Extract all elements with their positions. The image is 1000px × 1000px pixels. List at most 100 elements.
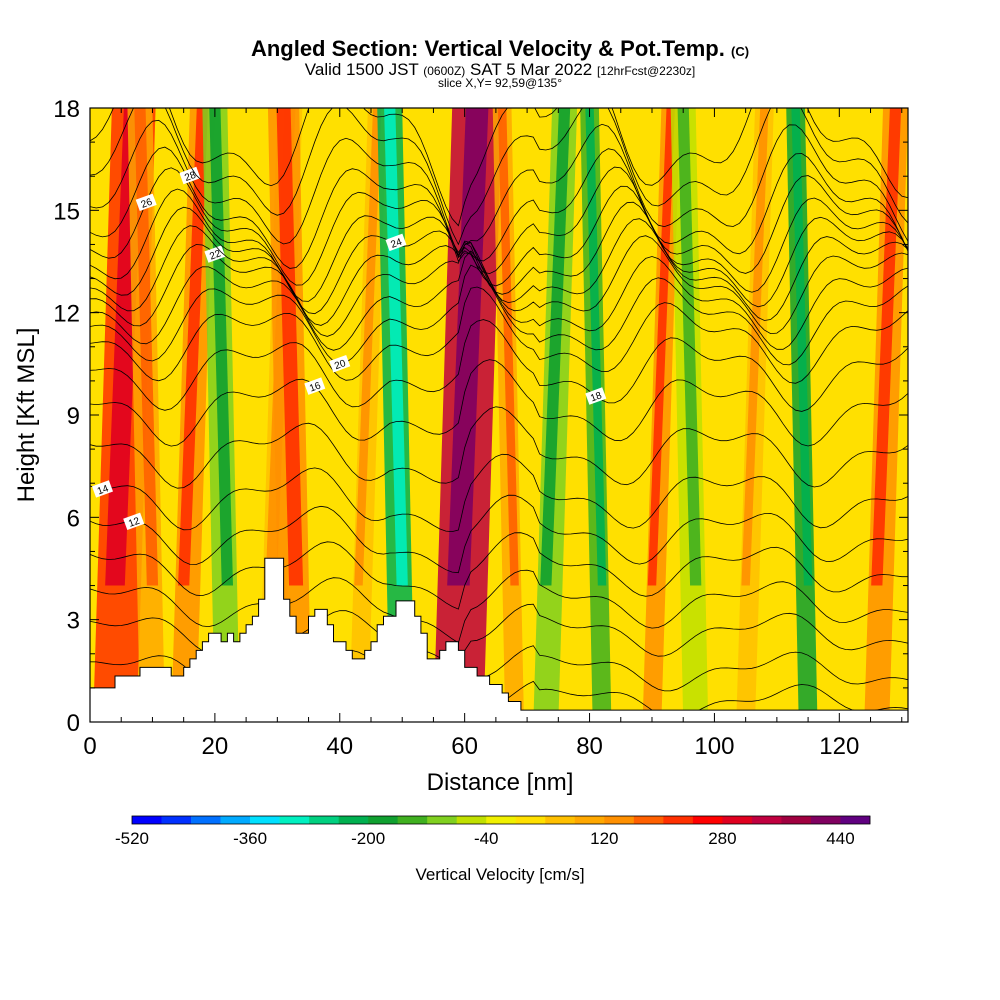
theta-label-bg [317, 64, 338, 81]
theta-label-text: 12 [127, 516, 142, 530]
colorbar-swatch [840, 816, 871, 824]
theta-contour-label: 26 [135, 193, 157, 212]
theta-contour-label: 16 [304, 377, 326, 395]
theta-label-bg [135, 193, 157, 212]
theta-label-text: 20 [333, 358, 348, 372]
theta-contour-label: 22 [204, 245, 226, 263]
x-tick-label: 20 [202, 733, 229, 760]
velocity-core [741, 108, 769, 586]
valid-zulu: (0600Z) [423, 64, 466, 78]
velocity-core [384, 108, 408, 586]
colorbar-swatch [486, 816, 517, 824]
colorbar-swatch [781, 816, 812, 824]
theta-contour-line [90, 406, 908, 489]
colorbar-swatch [574, 816, 605, 824]
colorbar-swatch [722, 816, 753, 824]
theta-contour-line [90, 146, 908, 269]
theta-contour-label: 28 [179, 166, 201, 185]
y-tick-label: 0 [67, 710, 80, 737]
theta-contour-line [90, 359, 908, 447]
colorbar-swatch [692, 816, 723, 824]
y-tick-label: 12 [53, 301, 80, 328]
colorbar-swatch [515, 816, 546, 824]
axes: 0 20 40 60 80 100 120 0 3 6 9 12 15 18 [53, 96, 908, 760]
theta-contour-label: 12 [123, 512, 145, 531]
theta-contour-line [90, 569, 908, 644]
theta-contour-line [90, 119, 908, 258]
valid-date: SAT 5 Mar 2022 [470, 60, 593, 79]
colorbar-swatch [309, 816, 339, 824]
colorbar-swatch [279, 816, 310, 824]
theta-contour-label: 24 [385, 233, 407, 252]
x-tick-label: 100 [694, 733, 734, 760]
velocity-core [447, 108, 489, 586]
velocity-core [497, 108, 519, 586]
theta-contour-label: 18 [585, 387, 607, 405]
terrain [89, 557, 909, 723]
theta-label-text: 18 [589, 390, 604, 404]
colorbar-swatch [663, 816, 694, 824]
chart-title: Angled Section: Vertical Velocity & Pot.… [0, 36, 1000, 62]
velocity-core [871, 108, 902, 586]
theta-label-bg [123, 512, 145, 531]
y-tick-label: 15 [53, 198, 80, 225]
colorbar-frame [131, 815, 871, 825]
theta-contour-line [90, 250, 908, 351]
theta-label-bg [329, 355, 351, 373]
colorbar-tick-label: -360 [233, 829, 267, 848]
theta-contour-label: 14 [91, 480, 113, 498]
colorbar-swatch [338, 816, 369, 824]
colorbar-swatch [545, 816, 576, 824]
slice-info: slice X,Y= 92,59@135° [437, 76, 563, 90]
colorbar-swatch [220, 816, 251, 824]
theta-contour-label: 20 [329, 355, 351, 373]
y-axis-label: Height [Kft MSL] [13, 328, 40, 503]
theta-label-bg [204, 245, 226, 263]
colorbar-label: Vertical Velocity [cm/s] [415, 865, 584, 884]
colorbar-swatch [191, 816, 221, 824]
y-tick-label: 9 [67, 403, 80, 430]
theta-label-text: 28 [183, 170, 198, 184]
colorbar-tick-label: 440 [826, 829, 854, 848]
theta-label-bg [304, 377, 326, 395]
colorbar-swatch [397, 816, 428, 824]
theta-contour-line [90, 166, 908, 286]
theta-label-bg [179, 166, 201, 185]
colorbar-swatch [250, 816, 280, 824]
colorbar-tick-label: 120 [590, 829, 618, 848]
x-tick-label: 40 [326, 733, 353, 760]
theta-label-bg [585, 387, 607, 405]
theta-label-text: 16 [308, 380, 323, 394]
theta-contour-line [90, 108, 908, 227]
colorbar-swatch [751, 816, 782, 824]
valid-prefix: Valid 1500 JST [304, 60, 419, 79]
y-tick-label: 18 [53, 96, 80, 123]
chart-title-suffix: (C) [731, 44, 750, 59]
colorbar-tick-label: -40 [474, 829, 499, 848]
theta-contour-line [90, 201, 908, 315]
theta-contours: 12 14 16 18 20 22 24 26 28 30 [90, 64, 908, 722]
colorbar-swatch [161, 816, 192, 824]
theta-contour-label: 30 [317, 64, 338, 82]
x-tick-label: 80 [576, 733, 603, 760]
theta-contour-line [90, 453, 908, 533]
y-tick-label: 6 [67, 505, 80, 532]
chart-title-main: Angled Section: Vertical Velocity & Pot.… [250, 36, 725, 61]
colorbar-swatch [456, 816, 487, 824]
colorbar-swatch [633, 816, 664, 824]
theta-contour-line [90, 286, 908, 384]
theta-label-bg [91, 480, 113, 498]
theta-label-text: 26 [140, 197, 155, 211]
velocity-core [647, 108, 675, 586]
velocity-core [677, 108, 702, 586]
theta-contour-line [90, 494, 908, 574]
colorbar-swatch [427, 816, 458, 824]
x-tick-label: 0 [83, 733, 96, 760]
colorbar-swatch [132, 816, 162, 824]
theta-label-text: 24 [389, 237, 404, 251]
theta-contour-line [90, 218, 908, 326]
theta-contour-line [90, 108, 908, 246]
theta-contour-line [90, 319, 908, 412]
velocity-core [791, 108, 813, 586]
